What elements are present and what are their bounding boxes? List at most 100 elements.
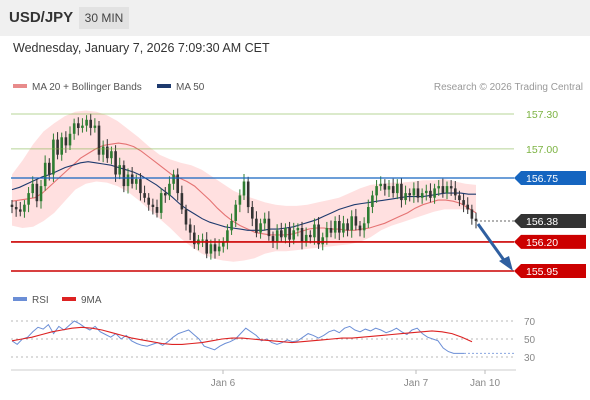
candle-body <box>222 241 225 247</box>
candle-body <box>404 193 407 201</box>
candle <box>110 146 113 165</box>
candle <box>284 223 287 244</box>
candle <box>176 168 179 201</box>
candle <box>313 218 316 245</box>
candle <box>180 185 184 215</box>
candle-body <box>317 224 320 245</box>
candle <box>35 179 39 208</box>
candle-body <box>27 193 30 205</box>
credit-text: Research © 2026 Trading Central <box>434 82 583 93</box>
candle <box>81 118 84 133</box>
candle <box>14 200 18 217</box>
candle-body <box>213 244 217 252</box>
candle-body <box>81 125 84 128</box>
candle <box>346 218 349 237</box>
candle <box>10 200 14 214</box>
level-tag: 156.20 <box>514 234 586 249</box>
candle <box>251 200 254 227</box>
candle-body <box>371 195 374 207</box>
level-tag: 157.00 <box>526 144 558 156</box>
candle <box>375 180 378 203</box>
candle-body <box>354 216 358 226</box>
candle <box>354 208 358 231</box>
candle-body <box>147 197 150 205</box>
candle <box>60 132 63 161</box>
candle <box>135 174 138 190</box>
x-tick-label: Jan 10 <box>470 378 500 389</box>
candle-body <box>255 218 258 233</box>
candle <box>246 176 250 214</box>
candle-body <box>375 186 378 196</box>
candle <box>106 139 109 163</box>
candle-body <box>52 139 55 175</box>
candle-body <box>275 230 279 242</box>
candle-body <box>470 209 474 219</box>
candle <box>317 217 320 249</box>
timestamp: Wednesday, January 7, 2026 7:09:30 AM CE… <box>13 41 270 55</box>
candle-body <box>296 228 300 231</box>
legend-label-ma50: MA 50 <box>176 82 205 93</box>
candle-body <box>122 165 126 187</box>
candle-body <box>226 230 229 242</box>
candle-body <box>462 200 465 205</box>
candle-body <box>77 123 80 128</box>
candle-body <box>97 125 101 155</box>
candle-body <box>437 186 440 189</box>
candle-body <box>176 174 179 194</box>
candle-body <box>143 193 146 198</box>
candle <box>296 223 300 237</box>
level-tag: 156.75 <box>514 170 586 185</box>
candle-body <box>333 221 337 233</box>
candle <box>39 180 43 209</box>
candle <box>143 185 146 203</box>
candle-body <box>433 188 436 198</box>
candle-body <box>184 209 188 225</box>
candle-body <box>383 183 387 190</box>
candle-body <box>56 139 59 155</box>
candle <box>338 214 341 241</box>
timeframe-button[interactable]: 30 MIN <box>79 7 129 29</box>
forecast-arrow-head <box>499 256 513 271</box>
candle-body <box>292 230 295 240</box>
candle <box>159 188 163 219</box>
rsi-ma-line <box>11 326 473 345</box>
candle <box>201 233 204 248</box>
candle <box>325 221 329 245</box>
candle-body <box>441 186 445 194</box>
candle-body <box>43 162 47 187</box>
ma50-line <box>11 161 476 231</box>
candle <box>101 140 105 163</box>
candle <box>416 180 420 203</box>
candle-body <box>429 190 432 198</box>
candle <box>126 168 130 194</box>
candle-body <box>420 193 424 198</box>
candle-body <box>391 186 395 194</box>
candle-body <box>425 190 428 194</box>
candle-body <box>151 204 155 207</box>
candle-body <box>60 137 63 155</box>
candle-body <box>304 234 308 242</box>
candle-body <box>288 228 291 240</box>
candle-body <box>101 146 105 155</box>
candle-body <box>14 207 18 210</box>
candle <box>387 180 391 198</box>
legend-label-ma20: MA 20 + Bollinger Bands <box>32 82 142 93</box>
candle <box>304 227 308 247</box>
candle <box>429 183 432 203</box>
candle-body <box>135 179 138 184</box>
symbol-label: USD/JPY <box>9 9 74 26</box>
candle <box>168 176 171 201</box>
candle <box>350 210 353 238</box>
candle-body <box>93 125 97 128</box>
candle <box>114 145 117 182</box>
candle-body <box>358 225 362 231</box>
candle <box>425 184 428 201</box>
candle-body <box>251 207 254 219</box>
level-label: 156.75 <box>526 173 558 185</box>
candle <box>288 221 291 248</box>
candle-body <box>449 186 453 189</box>
candle-body <box>313 224 316 238</box>
candle <box>122 160 126 193</box>
candle-body <box>242 181 246 196</box>
